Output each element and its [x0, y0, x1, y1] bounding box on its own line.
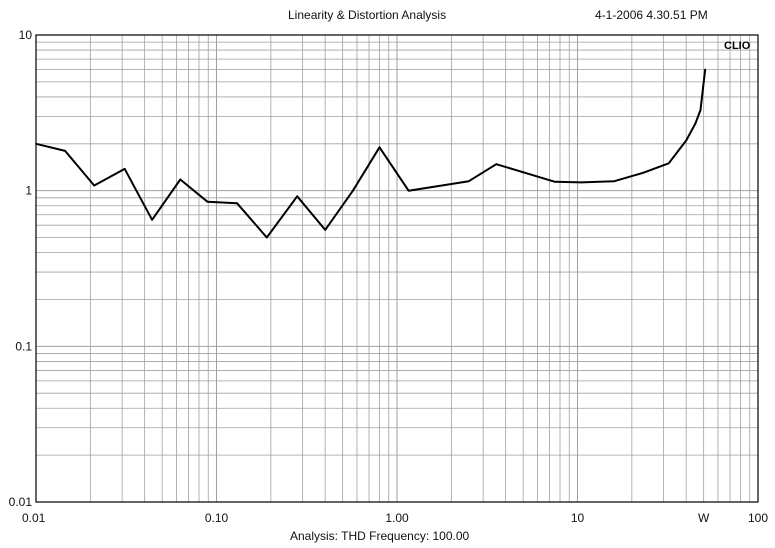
- chart-title: Linearity & Distortion Analysis: [288, 8, 447, 22]
- data-point: [236, 202, 238, 205]
- y-tick-label: 10: [19, 28, 33, 42]
- data-point: [64, 150, 67, 152]
- plot-frame: [35, 34, 759, 503]
- data-point: [704, 68, 707, 71]
- data-point: [701, 88, 704, 90]
- data-point: [324, 228, 327, 231]
- data-point: [407, 189, 410, 192]
- data-point: [179, 178, 182, 181]
- data-point: [378, 146, 381, 149]
- analysis-footer: Analysis: THD Frequency: 100.00: [290, 529, 470, 543]
- data-point: [151, 218, 154, 221]
- thd-series-line: [35, 69, 707, 239]
- data-point: [667, 162, 670, 165]
- data-point: [613, 180, 616, 183]
- x-tick-label: 10: [571, 511, 585, 525]
- y-tick-label: 1: [25, 184, 32, 198]
- y-tick-label: 0.1: [15, 339, 32, 353]
- data-point: [35, 142, 37, 145]
- x-tick-label: 0.01: [22, 511, 46, 525]
- data-point: [352, 189, 354, 192]
- timestamp: 4-1-2006 4.30.51 PM: [595, 8, 708, 22]
- x-tick-label: W: [698, 511, 710, 525]
- x-tick-label: 100: [748, 511, 768, 525]
- data-point: [641, 172, 644, 174]
- data-point: [694, 122, 697, 125]
- data-point: [580, 181, 583, 184]
- data-point: [699, 109, 702, 111]
- x-tick-label: 1.00: [385, 511, 409, 525]
- data-point: [554, 180, 556, 183]
- data-point: [296, 195, 299, 198]
- data-point: [93, 184, 96, 187]
- y-tick-label: 0.01: [9, 495, 33, 509]
- data-point: [685, 139, 688, 142]
- data-point: [265, 236, 268, 239]
- data-point: [467, 180, 470, 183]
- data-point: [495, 163, 498, 166]
- brand-label: CLIO: [724, 40, 751, 52]
- data-point: [123, 167, 126, 170]
- x-tick-label: 0.10: [205, 511, 229, 525]
- data-point: [206, 200, 209, 203]
